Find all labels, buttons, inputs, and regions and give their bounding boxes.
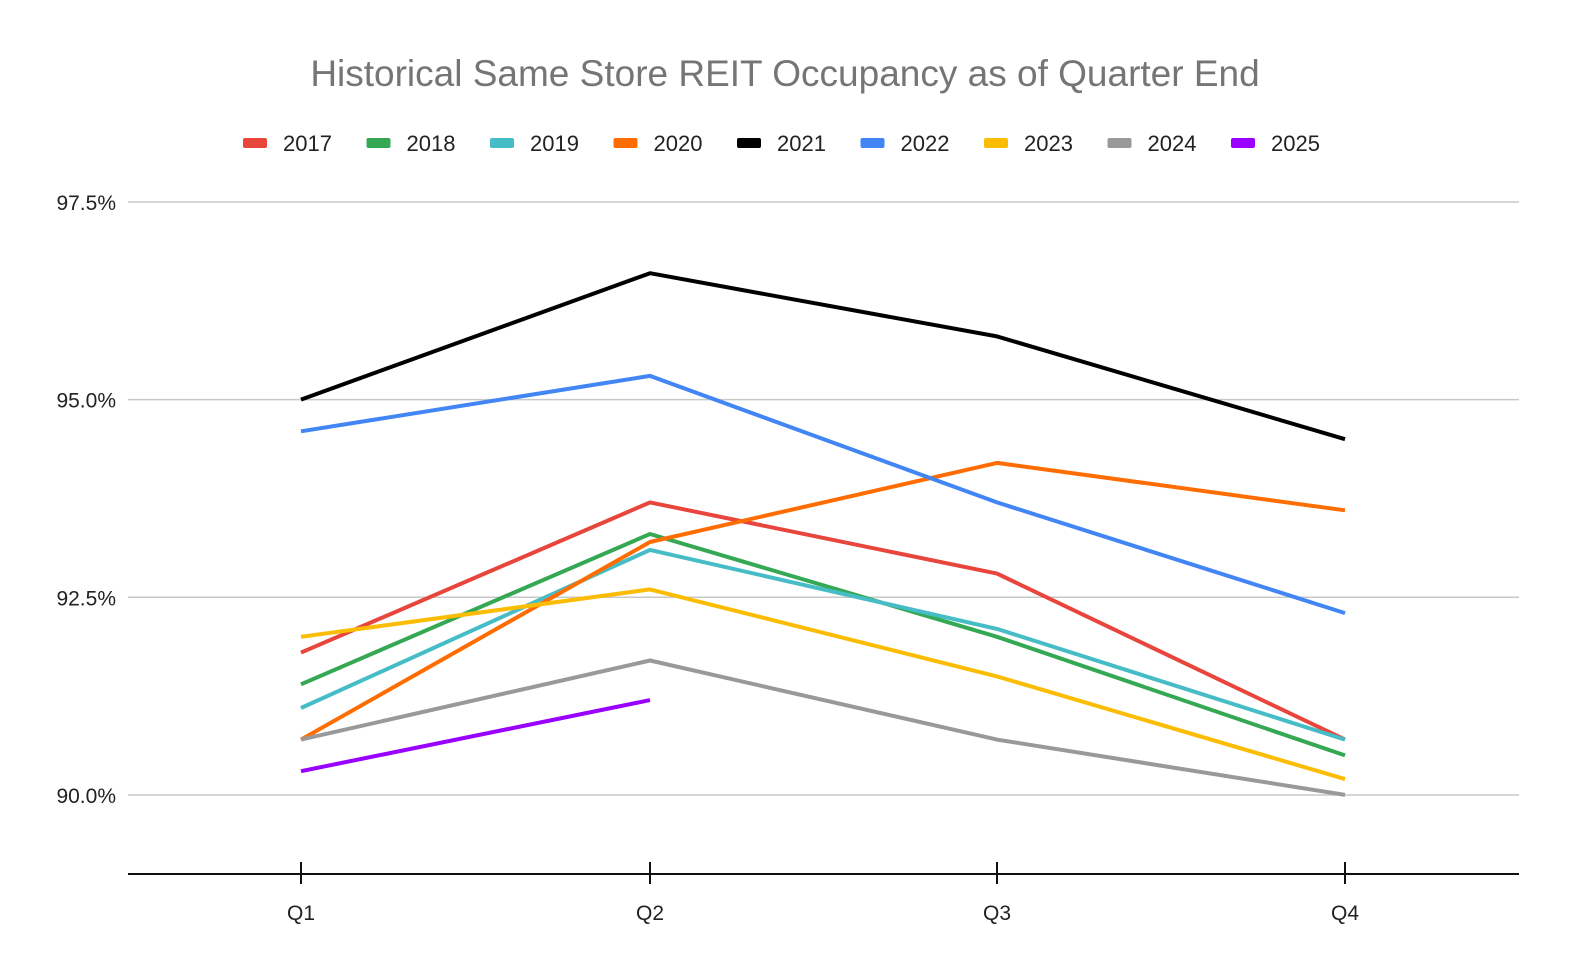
legend-label-2018: 2018 [407, 131, 456, 156]
chart-title: Historical Same Store REIT Occupancy as … [310, 53, 1259, 94]
legend-label-2022: 2022 [901, 131, 950, 156]
series-line-2022 [300, 373, 1346, 616]
x-tick-label: Q2 [636, 902, 664, 925]
legend-swatch-2017 [243, 138, 267, 148]
legend-swatch-2021 [737, 138, 761, 148]
x-axis-ticks: Q1 Q2 Q3 Q4 [287, 862, 1359, 925]
series-lines [300, 271, 1346, 797]
legend-swatch-2025 [1231, 138, 1255, 148]
legend-label-2021: 2021 [777, 131, 826, 156]
legend-swatch-2018 [366, 138, 391, 148]
y-tick-label: 97.5% [56, 192, 116, 215]
legend: 2017 2018 2019 2020 2021 2022 2023 2024 2025 [243, 131, 1320, 156]
gridlines [128, 201, 1519, 796]
y-axis-ticks: 90.0% 92.5% 95.0% 97.5% [56, 192, 116, 808]
legend-label-2017: 2017 [283, 131, 332, 156]
legend-label-2023: 2023 [1024, 131, 1073, 156]
y-tick-label: 95.0% [56, 390, 116, 413]
series-line-2018 [300, 532, 1346, 758]
series-line-2025 [300, 698, 651, 774]
x-tick-label: Q4 [1331, 902, 1359, 925]
legend-label-2024: 2024 [1148, 131, 1197, 156]
series-line-2024 [300, 658, 1346, 797]
legend-swatch-2019 [490, 138, 514, 148]
legend-label-2019: 2019 [530, 131, 579, 156]
x-tick-label: Q1 [287, 902, 315, 925]
series-line-2020 [300, 460, 1346, 742]
legend-swatch-2022 [860, 138, 885, 148]
legend-swatch-2020 [613, 138, 638, 148]
legend-swatch-2023 [984, 138, 1008, 148]
series-line-2017 [300, 500, 1346, 742]
legend-label-2025: 2025 [1271, 131, 1320, 156]
legend-label-2020: 2020 [654, 131, 703, 156]
series-line-2019 [300, 547, 1346, 742]
x-tick-label: Q3 [983, 902, 1011, 925]
legend-swatch-2024 [1107, 138, 1132, 148]
series-line-2021 [300, 271, 1346, 442]
y-tick-label: 90.0% [56, 785, 116, 808]
series-line-2023 [300, 587, 1346, 782]
y-tick-label: 92.5% [56, 587, 116, 610]
